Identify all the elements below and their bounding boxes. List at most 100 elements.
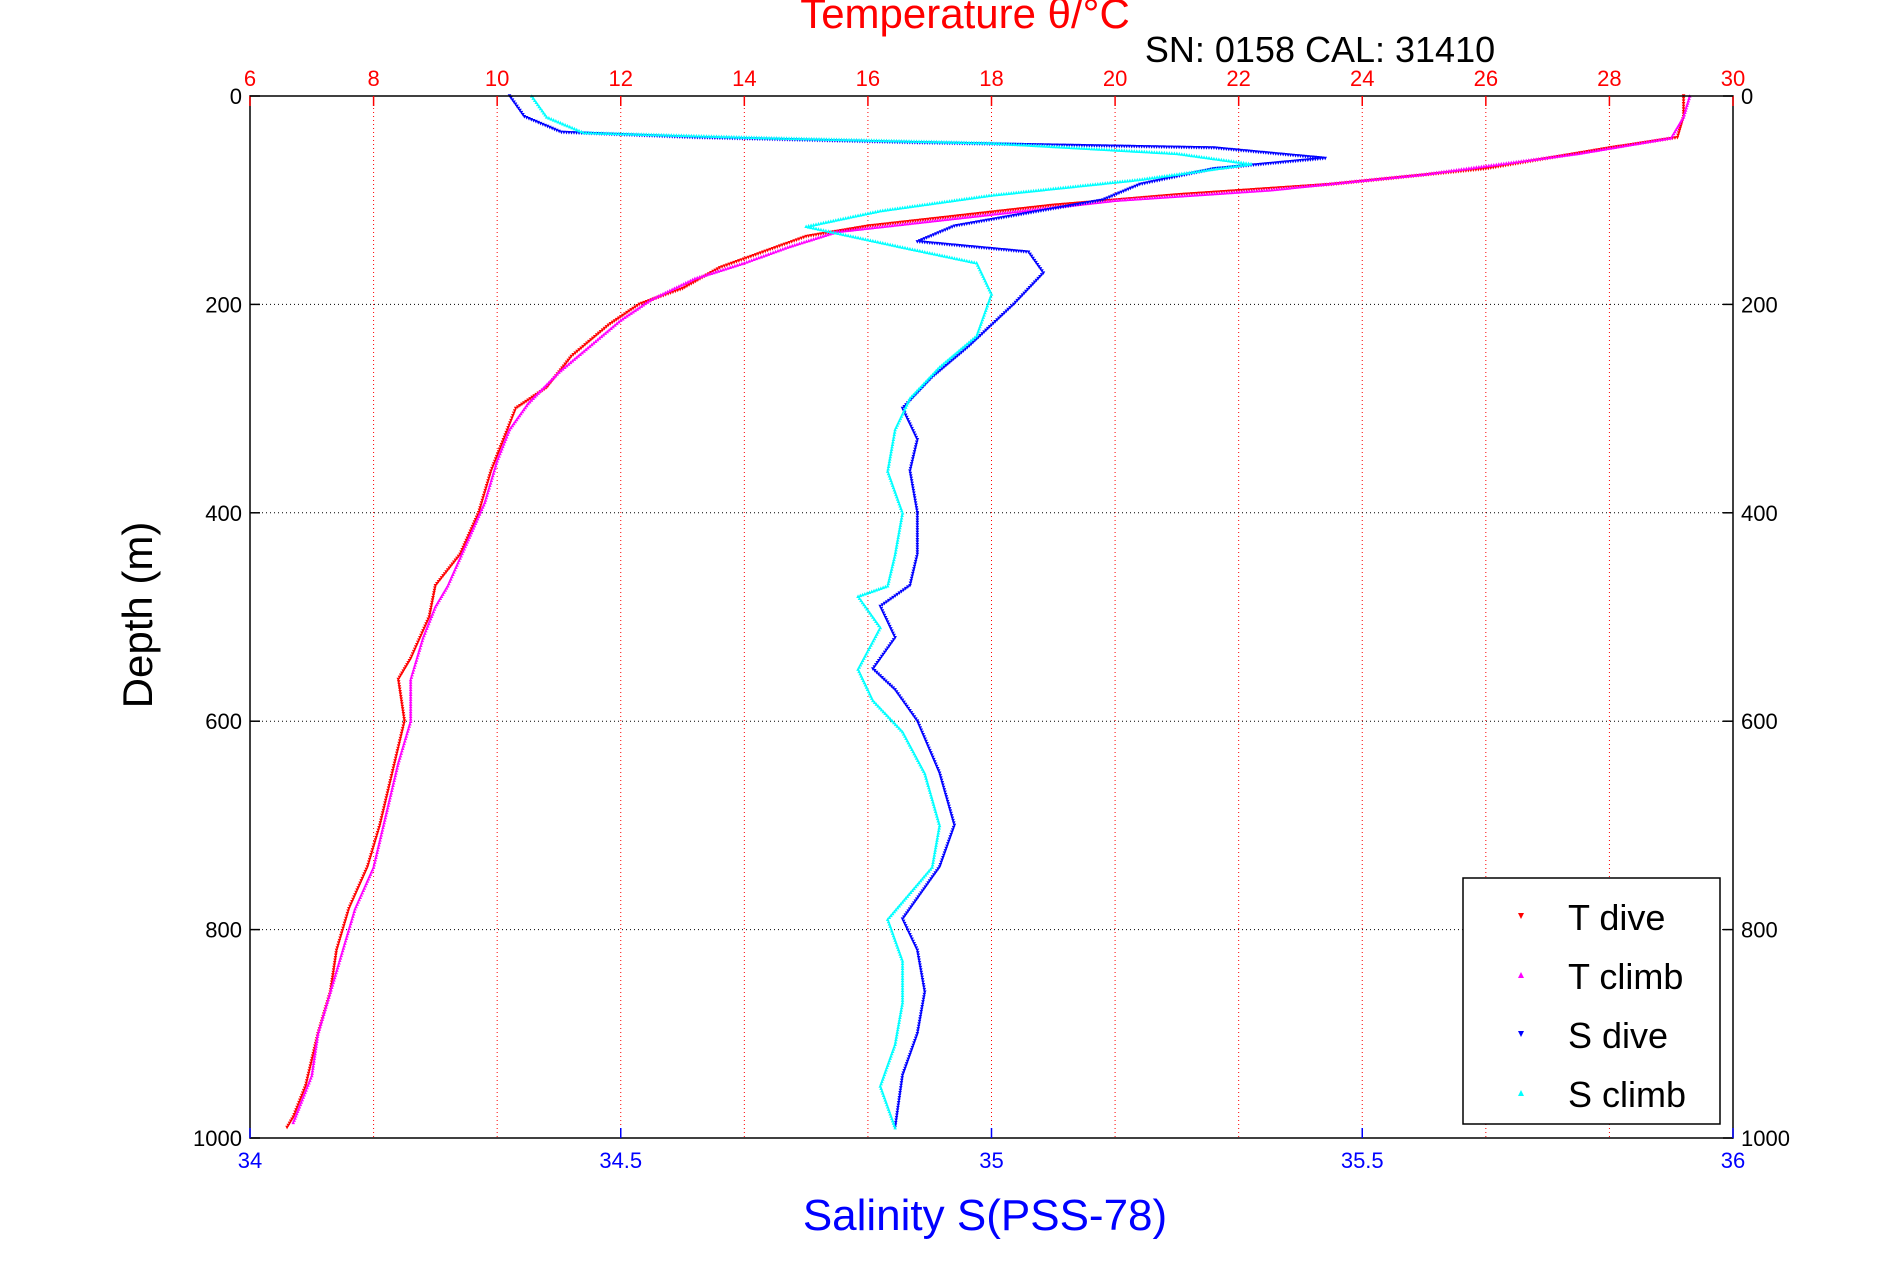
data-marker [860, 592, 865, 597]
data-marker [1172, 193, 1177, 197]
data-marker [1224, 189, 1229, 194]
data-marker [909, 479, 914, 483]
data-marker [1039, 273, 1044, 277]
data-marker [373, 838, 378, 842]
data-marker [512, 409, 517, 413]
data-marker [882, 650, 887, 655]
data-marker [912, 751, 917, 756]
data-marker [414, 645, 418, 649]
data-marker [941, 216, 945, 220]
data-marker [913, 944, 918, 948]
data-marker [394, 768, 399, 773]
data-marker [1122, 148, 1127, 153]
data-marker [509, 425, 513, 430]
data-marker [780, 247, 785, 251]
data-marker [1686, 98, 1691, 103]
data-marker [811, 222, 816, 227]
data-marker [915, 545, 920, 549]
data-marker [1061, 205, 1065, 209]
data-marker [787, 136, 791, 140]
data-marker [900, 986, 905, 990]
data-marker [906, 740, 911, 745]
data-marker [992, 141, 996, 145]
data-marker [599, 131, 604, 135]
depth-tick-label-left: 400 [205, 501, 242, 526]
data-marker [1389, 175, 1394, 180]
data-marker [915, 220, 919, 225]
data-marker [1264, 151, 1268, 155]
data-marker [553, 373, 558, 378]
data-marker [374, 835, 378, 840]
data-marker [898, 1012, 903, 1017]
data-marker [344, 936, 349, 940]
data-marker [1251, 163, 1256, 168]
data-marker [955, 256, 959, 261]
data-marker [589, 342, 594, 347]
depth-tick-label-right: 800 [1741, 918, 1778, 943]
data-marker [694, 133, 699, 138]
data-marker [985, 326, 990, 331]
data-marker [943, 790, 947, 795]
data-marker [517, 413, 522, 418]
data-marker [286, 1123, 291, 1128]
data-marker [914, 139, 919, 143]
data-marker [933, 845, 938, 850]
data-marker [654, 295, 658, 299]
data-marker [940, 217, 945, 222]
data-marker [1197, 169, 1201, 173]
data-marker [394, 771, 398, 775]
data-marker [1354, 179, 1359, 183]
data-marker [887, 644, 891, 648]
data-marker [1180, 171, 1184, 176]
data-marker [693, 276, 697, 281]
data-marker [892, 633, 896, 638]
data-marker [917, 139, 921, 143]
data-marker [934, 139, 939, 144]
data-marker [896, 1022, 901, 1027]
data-marker [881, 222, 885, 227]
data-marker [876, 587, 881, 591]
data-marker [608, 322, 613, 326]
data-marker [894, 545, 899, 549]
data-marker [930, 372, 935, 377]
data-marker [929, 795, 934, 799]
data-marker [900, 917, 905, 921]
data-marker [1153, 195, 1157, 200]
data-marker [388, 793, 393, 797]
data-marker [513, 102, 518, 107]
data-marker [375, 833, 379, 838]
data-marker [728, 265, 733, 269]
data-marker [1047, 144, 1051, 148]
data-marker [1680, 117, 1685, 121]
data-marker [974, 220, 979, 225]
data-marker [1484, 163, 1489, 168]
data-marker [952, 198, 957, 202]
data-marker [799, 136, 804, 141]
data-marker [1574, 151, 1578, 156]
data-marker [412, 647, 417, 652]
data-marker [921, 980, 925, 985]
data-marker [351, 911, 356, 916]
data-marker [617, 319, 621, 324]
data-marker [1278, 152, 1283, 157]
data-marker [1076, 202, 1080, 207]
data-marker [900, 993, 905, 997]
data-marker [907, 1055, 911, 1059]
data-marker [920, 975, 924, 980]
data-marker [884, 679, 888, 684]
data-marker [998, 209, 1003, 214]
data-marker [874, 702, 879, 706]
data-marker [406, 726, 411, 731]
data-marker [914, 440, 919, 445]
data-marker [521, 407, 526, 412]
data-marker [1657, 137, 1661, 142]
data-marker [920, 1005, 924, 1009]
data-marker [987, 218, 991, 222]
data-marker [903, 245, 907, 250]
data-marker [933, 871, 938, 875]
data-marker [572, 131, 576, 135]
data-marker [1175, 172, 1179, 176]
data-marker [1126, 187, 1131, 192]
data-marker [399, 699, 404, 704]
data-marker [1256, 162, 1261, 167]
